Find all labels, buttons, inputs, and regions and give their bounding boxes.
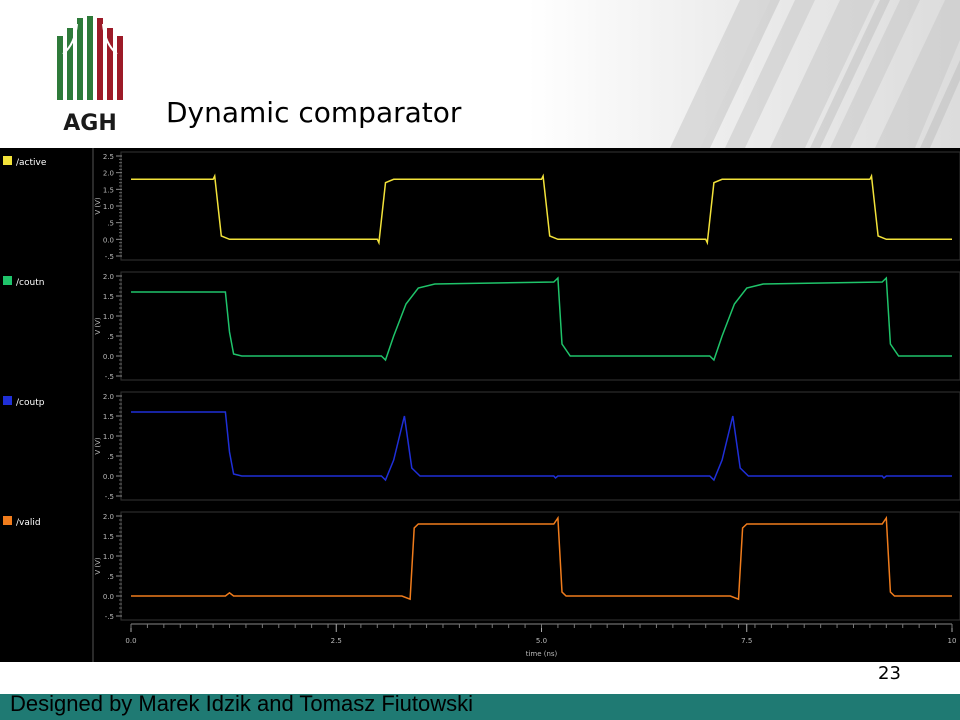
y-tick-label: 1.0 xyxy=(103,553,114,561)
series-line-active xyxy=(131,173,952,246)
y-tick-label: -.5 xyxy=(105,253,114,261)
legend-swatch xyxy=(3,516,12,525)
y-tick-label: -.5 xyxy=(105,493,114,501)
legend-swatch xyxy=(3,276,12,285)
y-tick-label: .5 xyxy=(107,573,114,581)
panel-frame xyxy=(120,271,960,381)
legend-label: /active xyxy=(16,158,47,168)
legend-swatch xyxy=(3,156,12,165)
waveform-viewer: /active V (V) 2.5 2.0 1.5 1.0 .5 0.0 -.5/coutn V … xyxy=(0,148,960,662)
panel-frame xyxy=(120,151,960,261)
y-tick-label: 0.0 xyxy=(103,593,114,601)
x-tick-label: 10 xyxy=(948,637,957,645)
y-tick-label: 0.0 xyxy=(103,473,114,481)
panel-frame xyxy=(120,511,960,621)
y-tick-label: -.5 xyxy=(105,373,114,381)
y-tick-label: 0.0 xyxy=(103,236,114,244)
x-tick-label: 2.5 xyxy=(331,637,342,645)
y-axis-label: V (V) xyxy=(94,437,102,455)
x-tick-label: 7.5 xyxy=(741,637,752,645)
y-tick-label: 1.5 xyxy=(103,413,114,421)
series-line-coutp xyxy=(131,411,952,482)
legend-label: /coutp xyxy=(16,398,45,408)
decorative-stripes xyxy=(670,0,960,148)
footer-bar xyxy=(0,694,960,720)
x-tick-label: 5.0 xyxy=(536,637,547,645)
slide-header: AGH Dynamic comparator xyxy=(0,0,960,148)
y-axis-label: V (V) xyxy=(94,317,102,335)
y-tick-label: 1.0 xyxy=(103,313,114,321)
legend-label: /coutn xyxy=(16,278,44,288)
y-axis-label: V (V) xyxy=(94,557,102,575)
footer-credit: Designed by Marek Idzik and Tomasz Fiuto… xyxy=(10,691,474,716)
y-tick-label: 2.0 xyxy=(103,273,114,281)
y-tick-label: .5 xyxy=(107,453,114,461)
series-line-valid xyxy=(131,515,952,601)
y-tick-label: 2.5 xyxy=(103,153,114,161)
y-tick-label: 1.5 xyxy=(103,293,114,301)
y-tick-label: 2.0 xyxy=(103,393,114,401)
page-number: 23 xyxy=(878,663,901,684)
y-tick-label: 1.5 xyxy=(103,533,114,541)
y-tick-label: 1.5 xyxy=(103,186,114,194)
y-tick-label: 2.0 xyxy=(103,513,114,521)
y-tick-label: 1.0 xyxy=(103,203,114,211)
y-tick-label: .5 xyxy=(107,220,114,228)
x-axis-label: time (ns) xyxy=(526,650,558,658)
y-tick-label: 0.0 xyxy=(103,353,114,361)
y-tick-label: .5 xyxy=(107,333,114,341)
slide-title: Dynamic comparator xyxy=(166,96,462,129)
y-tick-label: 1.0 xyxy=(103,433,114,441)
logo-text: AGH xyxy=(63,111,117,134)
y-tick-label: -.5 xyxy=(105,613,114,621)
x-tick-label: 0.0 xyxy=(125,637,136,645)
logo-emblem-icon xyxy=(57,16,123,100)
y-tick-label: 2.0 xyxy=(103,170,114,178)
waveform-chart: /active V (V) 2.5 2.0 1.5 1.0 .5 0.0 -.5/coutn V … xyxy=(3,148,960,662)
legend-label: /valid xyxy=(16,518,41,528)
legend-swatch xyxy=(3,396,12,405)
y-axis-label: V (V) xyxy=(94,197,102,215)
agh-logo: AGH xyxy=(57,16,123,134)
series-line-coutn xyxy=(131,276,952,362)
panel-frame xyxy=(120,391,960,501)
